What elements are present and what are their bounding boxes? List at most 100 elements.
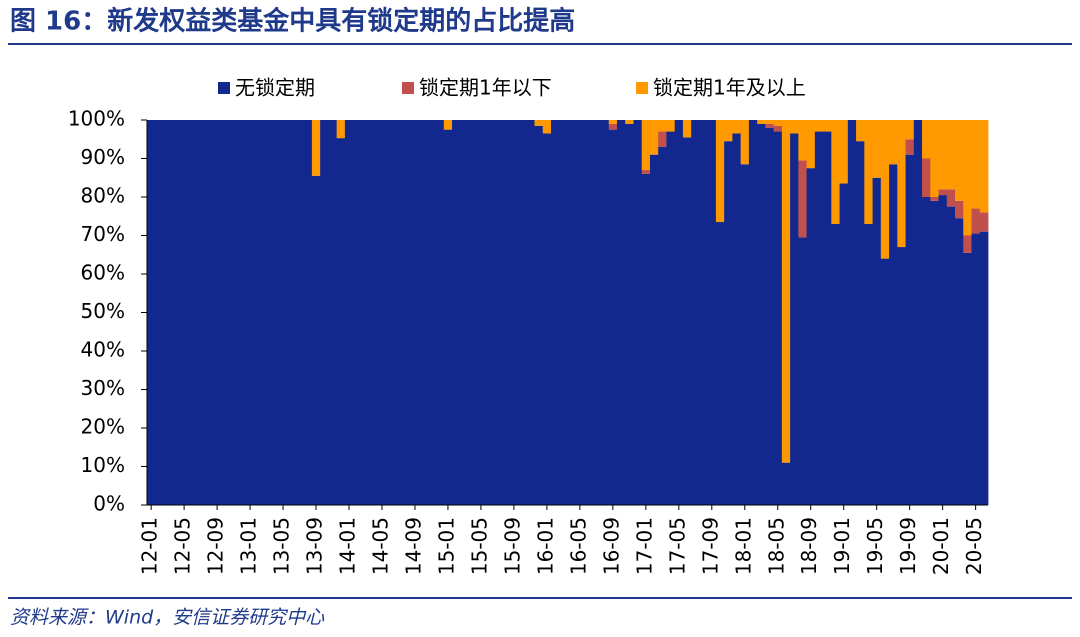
y-tick-label: 30% — [81, 376, 125, 400]
bar-segment — [979, 212, 989, 232]
bar-segment — [402, 120, 412, 505]
x-tick-label: 18-09 — [797, 517, 821, 575]
y-tick-label: 20% — [81, 415, 125, 439]
bar-segment — [864, 120, 873, 224]
bar-segment — [806, 120, 816, 169]
bar-segment — [452, 120, 461, 505]
legend-swatch — [218, 82, 230, 94]
bar-segment — [831, 120, 840, 224]
bar-segment — [427, 120, 436, 505]
x-tick-label: 12-09 — [204, 517, 228, 575]
bar-segment — [856, 141, 865, 506]
bar-segment — [658, 131, 667, 147]
bar-segment — [641, 173, 651, 505]
bar-segment — [930, 197, 939, 201]
x-tick-label: 17-01 — [632, 517, 656, 575]
bar-segment — [814, 120, 824, 132]
bar-segment — [790, 120, 799, 134]
bar-segment — [287, 120, 296, 505]
bar-segment — [270, 120, 280, 505]
bar-segment — [394, 120, 403, 505]
bar-segment — [179, 120, 189, 505]
bar-segment — [905, 120, 915, 140]
bar-segment — [740, 120, 750, 165]
bar-segment — [443, 129, 453, 505]
x-tick-label: 16-09 — [599, 517, 623, 575]
bar-segment — [814, 131, 824, 506]
x-tick-label: 13-01 — [237, 517, 261, 575]
bar-segment — [526, 120, 535, 505]
bar-segment — [303, 120, 313, 505]
bar-segment — [798, 237, 808, 506]
bar-segment — [715, 222, 725, 505]
bar-segment — [633, 120, 643, 505]
bar-segment — [889, 120, 898, 165]
bar-segment — [732, 120, 742, 134]
bar-segment — [790, 133, 799, 505]
bar-segment — [155, 120, 164, 505]
y-tick-label: 80% — [81, 184, 125, 208]
bar-segment — [534, 120, 544, 126]
bar-segment — [254, 120, 263, 505]
bar-segment — [328, 120, 338, 505]
bar-segment — [889, 164, 898, 505]
bar-segment — [798, 120, 808, 161]
legend-label: 无锁定期 — [235, 76, 315, 100]
bar-segment — [798, 160, 808, 238]
bar-segment — [938, 195, 948, 505]
chart-title: 图 16：新发权益类基金中具有锁定期的占比提高 — [10, 6, 575, 37]
bar-segment — [625, 120, 634, 124]
bar-segment — [353, 120, 362, 505]
x-tick-label: 15-05 — [467, 517, 491, 575]
bar-segment — [204, 120, 214, 505]
x-tick-label: 16-01 — [533, 517, 557, 575]
bar-segment — [336, 120, 346, 139]
legend-label: 锁定期1年以下 — [419, 76, 552, 100]
bar-segment — [748, 120, 758, 505]
bar-segment — [419, 120, 428, 505]
bar-segment — [847, 120, 857, 505]
bar-segment — [625, 123, 634, 505]
x-tick-label: 15-09 — [500, 517, 524, 575]
y-tick-label: 0% — [93, 492, 125, 516]
bar-segment — [262, 120, 272, 505]
legend-label: 锁定期1年及以上 — [653, 76, 806, 100]
bar-segment — [872, 120, 882, 178]
bar-segment — [311, 120, 321, 176]
bar-segment — [839, 120, 849, 184]
bar-segment — [724, 120, 733, 142]
bar-segment — [905, 139, 915, 155]
bar-segment — [649, 154, 659, 505]
bar-segment — [765, 123, 775, 128]
bar-segment — [608, 129, 618, 505]
bar-segment — [971, 120, 981, 209]
bar-segment — [278, 120, 288, 505]
bar-segment — [212, 120, 222, 505]
y-tick-label: 90% — [81, 145, 125, 169]
bar-segment — [773, 120, 783, 126]
bar-segment — [946, 189, 956, 207]
bar-segment — [666, 131, 676, 506]
x-tick-label: 13-09 — [303, 517, 327, 575]
bar-segment — [979, 120, 989, 213]
x-tick-label: 13-05 — [270, 517, 294, 575]
bar-segment — [897, 247, 906, 506]
bar-segment — [707, 120, 717, 505]
bar-segment — [435, 120, 445, 505]
bar-segment — [765, 120, 775, 124]
bar-segment — [922, 197, 931, 505]
bar-segment — [641, 170, 651, 174]
bar-segment — [971, 208, 981, 234]
bar-segment — [229, 120, 239, 505]
bar-segment — [196, 120, 206, 505]
bar-segment — [344, 120, 354, 505]
bar-segment — [905, 154, 915, 505]
bar-segment — [963, 235, 972, 253]
bar-segment — [608, 123, 618, 130]
bar-segment — [171, 120, 181, 505]
bar-segment — [485, 120, 494, 505]
bar-segment — [839, 183, 849, 505]
x-tick-label: 14-09 — [401, 517, 425, 575]
